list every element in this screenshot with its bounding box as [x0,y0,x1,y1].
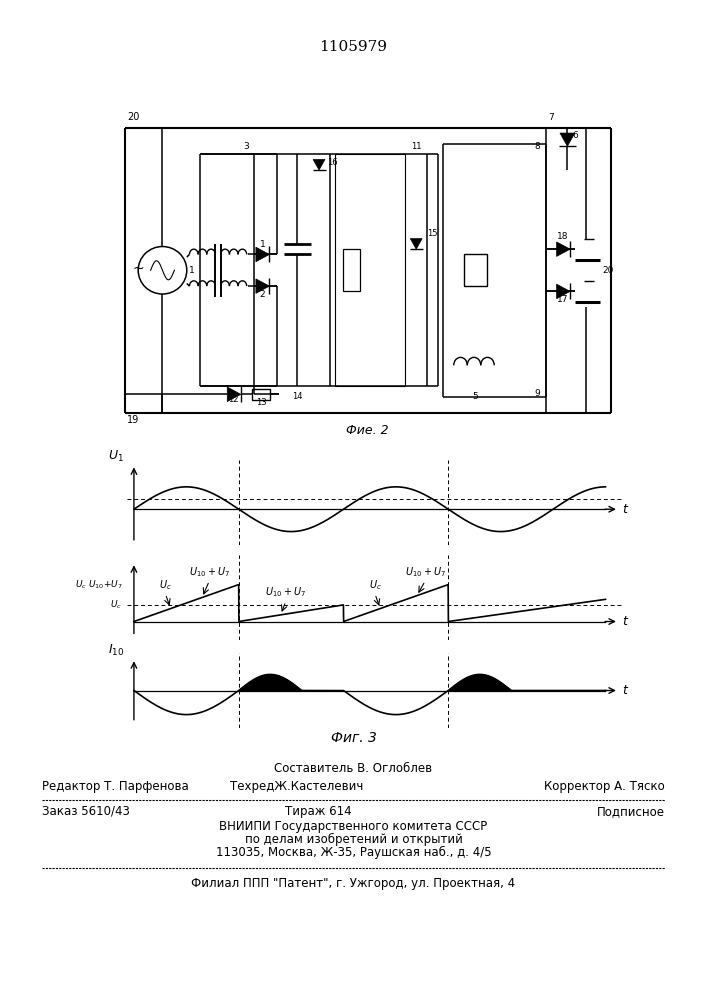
Text: ВНИИПИ Государственного комитета СССР: ВНИИПИ Государственного комитета СССР [219,820,488,833]
Polygon shape [227,387,241,402]
Text: 1105979: 1105979 [320,40,387,54]
Text: $U_c$: $U_c$ [159,578,172,592]
Text: 3: 3 [243,142,249,151]
Text: Составитель В. Оглоблев: Составитель В. Оглоблев [274,762,433,775]
Text: 1: 1 [259,240,265,249]
Text: $t$: $t$ [622,615,629,628]
Bar [252,389,271,400]
Text: 9: 9 [534,389,540,398]
Text: 17: 17 [557,295,569,304]
Text: 13: 13 [256,398,267,407]
Polygon shape [256,279,269,293]
Text: 14: 14 [292,392,303,401]
Text: 8: 8 [534,142,540,151]
Text: Тираж 614: Тираж 614 [285,805,351,818]
Text: $t$: $t$ [622,503,629,516]
Text: $U_c$: $U_c$ [110,599,122,611]
Text: Филиал ППП "Патент", г. Ужгород, ул. Проектная, 4: Филиал ППП "Патент", г. Ужгород, ул. Про… [192,877,515,890]
Text: $U_{10}+U_7$: $U_{10}+U_7$ [404,565,445,579]
Text: $U_1$: $U_1$ [108,449,124,464]
Text: 20: 20 [127,112,140,122]
Polygon shape [560,133,575,146]
Text: 7: 7 [549,113,554,122]
Bar [344,249,360,291]
Bar [464,254,487,286]
Text: $U_c\ U_{10}{+}U_7$: $U_c\ U_{10}{+}U_7$ [74,578,122,591]
Text: 19: 19 [127,415,140,425]
Text: Редактор Т. Парфенова: Редактор Т. Парфенова [42,780,189,793]
Text: $U_{10}+U_7$: $U_{10}+U_7$ [265,586,306,599]
Text: 18: 18 [557,232,569,241]
Text: 12: 12 [228,395,239,404]
Polygon shape [410,239,422,249]
Text: по делам изобретений и открытий: по делам изобретений и открытий [245,833,462,846]
Text: 15: 15 [427,229,438,238]
Polygon shape [556,284,570,299]
Text: Фие. 2: Фие. 2 [346,424,389,437]
Polygon shape [556,242,570,256]
Text: 6: 6 [573,131,578,140]
Text: 16: 16 [327,158,338,167]
Text: 2: 2 [259,290,265,299]
Text: Подписное: Подписное [597,805,665,818]
Text: ТехредЖ.Кастелевич: ТехредЖ.Кастелевич [230,780,363,793]
Text: 11: 11 [411,142,421,151]
Text: ~: ~ [132,262,144,276]
Text: 1: 1 [189,266,195,275]
Polygon shape [256,247,269,262]
Text: 5: 5 [473,392,479,401]
Text: $U_{10}+U_7$: $U_{10}+U_7$ [189,565,230,579]
Text: Фиг. 3: Фиг. 3 [331,731,376,745]
Text: $t$: $t$ [622,684,629,697]
Text: $I_{10}$: $I_{10}$ [107,643,124,658]
Text: $U_c$: $U_c$ [368,578,381,592]
Text: Заказ 5610/43: Заказ 5610/43 [42,805,130,818]
Polygon shape [313,159,325,170]
Text: Корректор А. Тяско: Корректор А. Тяско [544,780,665,793]
Text: 113035, Москва, Ж-35, Раушская наб., д. 4/5: 113035, Москва, Ж-35, Раушская наб., д. … [216,846,491,859]
Text: 20: 20 [602,266,614,275]
